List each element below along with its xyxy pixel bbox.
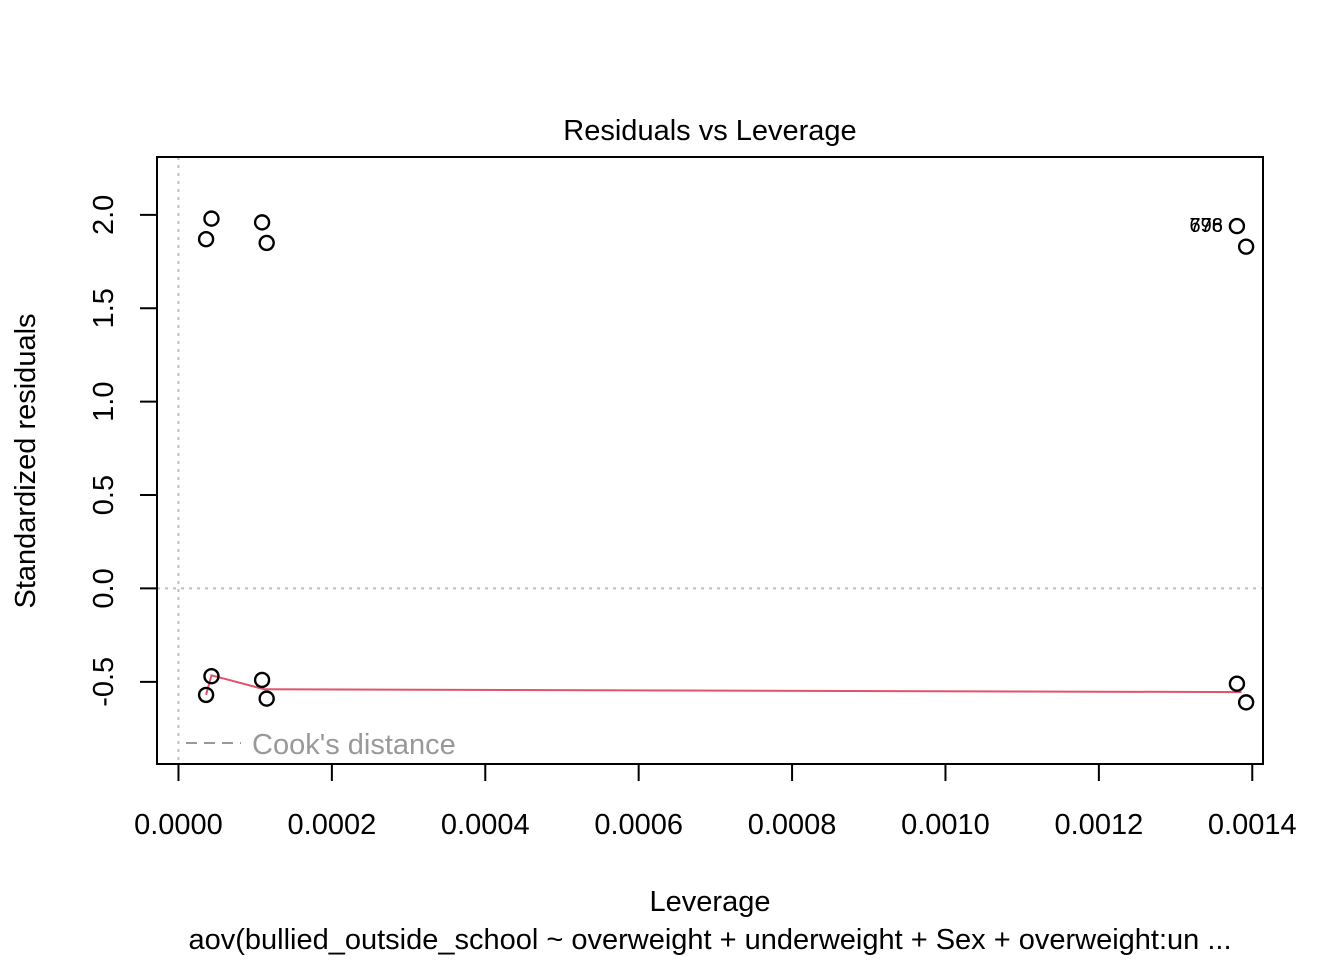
point-label: 698 bbox=[1190, 215, 1223, 237]
y-tick-label: 1.5 bbox=[88, 288, 120, 328]
data-point bbox=[203, 210, 220, 227]
x-tick-label: 0.0002 bbox=[288, 809, 377, 841]
smooth-trend-line bbox=[205, 674, 1242, 696]
y-tick-label: -0.5 bbox=[88, 657, 120, 707]
x-tick-label: 0.0004 bbox=[441, 809, 530, 841]
x-axis-label: Leverage bbox=[650, 886, 771, 918]
y-tick-label: 1.0 bbox=[88, 382, 120, 422]
data-point bbox=[253, 671, 271, 689]
y-tick-label: 0.0 bbox=[88, 568, 120, 608]
x-tick-label: 0.0008 bbox=[748, 809, 837, 841]
data-points bbox=[197, 210, 1255, 711]
data-point bbox=[1228, 675, 1246, 692]
data-point bbox=[197, 230, 215, 248]
chart-title: Residuals vs Leverage bbox=[563, 115, 856, 147]
data-point bbox=[1237, 694, 1255, 711]
legend-label: Cook's distance bbox=[252, 729, 456, 761]
data-point bbox=[253, 214, 271, 231]
y-axis-label: Standardized residuals bbox=[10, 313, 42, 608]
data-point bbox=[1237, 238, 1255, 255]
legend: Cook's distance bbox=[186, 729, 456, 761]
y-tick-label: 2.0 bbox=[88, 195, 120, 235]
x-tick-label: 0.0006 bbox=[594, 809, 683, 841]
x-tick-label: 0.0010 bbox=[901, 809, 990, 841]
point-label: 776 bbox=[1190, 215, 1223, 237]
data-point bbox=[258, 234, 275, 252]
y-tick-label: 0.5 bbox=[88, 475, 120, 515]
x-tick-label: 0.0012 bbox=[1055, 809, 1144, 841]
data-point bbox=[258, 690, 275, 707]
data-point bbox=[203, 668, 220, 685]
x-axis: 0.0000 0.0002 0.0004 0.0006 0.0008 0.0010 0.00… bbox=[134, 763, 1297, 841]
data-point bbox=[1228, 217, 1246, 235]
y-axis: -0.5 0.0 0.5 1.0 1.5 2.0 bbox=[88, 195, 158, 707]
model-formula-caption: aov(bullied_outside_school ~ overweight … bbox=[188, 924, 1231, 956]
x-tick-label: 0.0000 bbox=[134, 809, 223, 841]
data-point bbox=[197, 686, 215, 704]
x-tick-label: 0.0014 bbox=[1208, 809, 1297, 841]
plot-frame bbox=[156, 156, 1264, 765]
